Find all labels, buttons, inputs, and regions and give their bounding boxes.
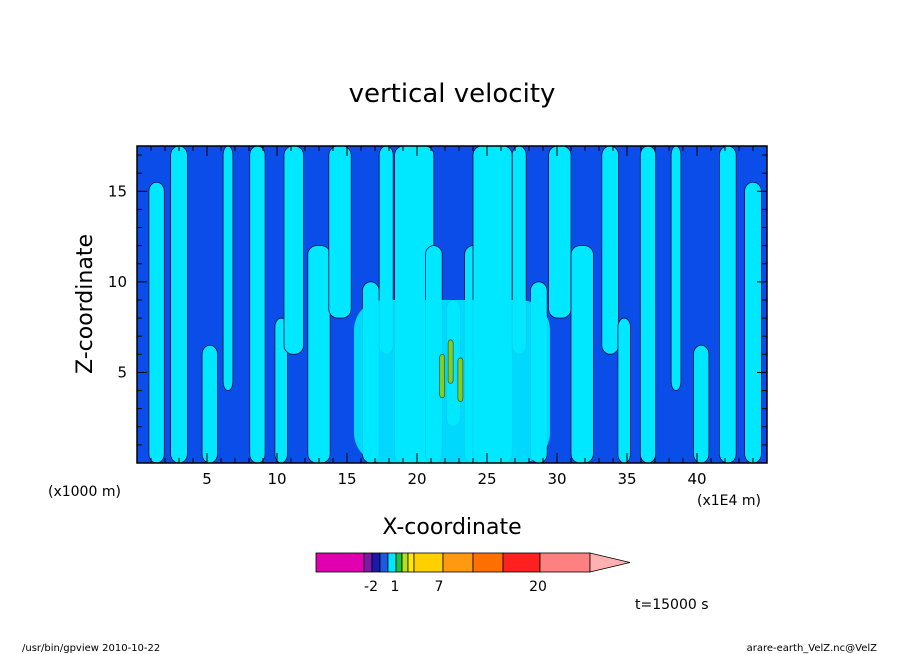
colorbar-swatch <box>371 552 381 573</box>
plot-frame <box>136 145 768 464</box>
colorbar-swatch <box>413 552 444 573</box>
colorbar-swatch <box>387 552 397 573</box>
contour-region <box>639 145 657 464</box>
x-tick-label: 10 <box>267 470 286 488</box>
contour-region <box>170 145 188 464</box>
chart-title: vertical velocity <box>349 79 556 109</box>
contour-region-strong <box>439 354 446 399</box>
y-axis-label: Z-coordinate <box>73 234 98 374</box>
contour-field <box>148 145 762 464</box>
x-tick-label: 25 <box>477 470 496 488</box>
contour-region <box>744 181 762 464</box>
footer-right: arare-earth_VelZ.nc@VelZ <box>747 643 878 654</box>
colorbar-swatch <box>395 552 403 573</box>
colorbar-swatch <box>315 552 365 573</box>
x-unit-right: (x1E4 m) <box>697 493 761 509</box>
contour-region <box>201 344 218 464</box>
colorbar-swatch <box>442 552 474 573</box>
contour-region <box>222 145 234 391</box>
contour-region <box>617 317 631 464</box>
x-tick-label: 20 <box>407 470 426 488</box>
x-axis-label: X-coordinate <box>382 515 521 540</box>
contour-region-strong <box>457 357 464 402</box>
contour-region <box>548 145 572 319</box>
colorbar-arrow <box>589 552 631 573</box>
colorbar-label: -2 <box>364 579 378 595</box>
colorbar-swatch <box>379 552 389 573</box>
contour-region <box>249 145 266 464</box>
contour-region <box>283 145 305 355</box>
colorbar-label: 20 <box>529 579 547 595</box>
x-tick-label: 35 <box>617 470 636 488</box>
y-tick-label: 10 <box>108 273 127 291</box>
colorbar-label: 1 <box>391 579 400 595</box>
contour-region <box>693 344 710 464</box>
x-tick-label: 40 <box>687 470 706 488</box>
colorbar-label: 7 <box>435 579 444 595</box>
colorbar-swatch <box>407 552 415 573</box>
colorbar-swatch <box>401 552 409 573</box>
contour-region <box>148 181 165 464</box>
colorbar-swatch <box>363 552 373 573</box>
contour-region <box>719 145 737 464</box>
contour-region <box>670 145 682 391</box>
y-axis-ticks: 5 10 15 <box>108 154 767 446</box>
colorbar-swatch <box>502 552 541 573</box>
x-unit-left: (x1000 m) <box>48 484 121 500</box>
contour-region <box>570 245 594 464</box>
footer-left: /usr/bin/gpview 2010-10-22 <box>22 643 160 654</box>
contour-region <box>328 145 352 319</box>
x-tick-label: 30 <box>547 470 566 488</box>
colorbar-swatch <box>472 552 504 573</box>
colorbar-swatch <box>539 552 591 573</box>
y-tick-label: 15 <box>108 182 127 200</box>
y-tick-label: 5 <box>117 363 127 381</box>
x-tick-label: 5 <box>202 470 212 488</box>
x-tick-label: 15 <box>337 470 356 488</box>
colorbar <box>315 552 631 573</box>
contour-region <box>307 245 331 464</box>
contour-region-strong <box>447 339 454 384</box>
plot-area: 5 10 15 20 25 30 35 40 5 10 15 <box>108 145 768 488</box>
time-annotation: t=15000 s <box>635 597 709 613</box>
contour-region <box>601 145 619 355</box>
colorbar-labels: -2 1 7 20 <box>364 579 547 595</box>
x-axis-ticks: 5 10 15 20 25 30 35 40 <box>150 146 754 488</box>
